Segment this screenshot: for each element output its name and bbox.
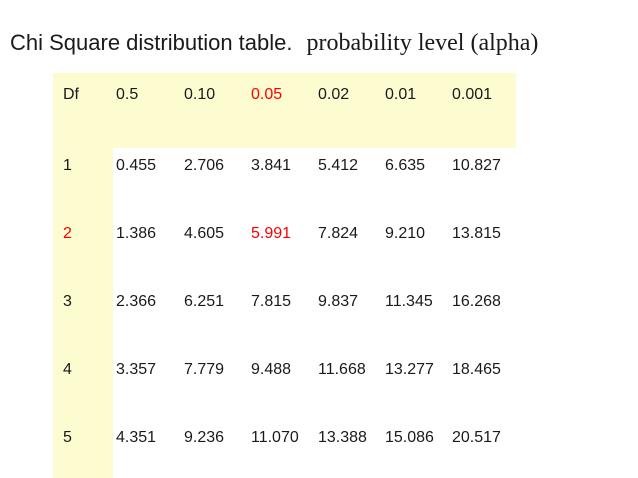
df-label: 5 (53, 420, 113, 478)
table-row: 3 2.366 6.251 7.815 9.837 11.345 16.268 (53, 284, 516, 352)
header-cell-alpha-0-05: 0.05 (248, 73, 315, 148)
df-label: 3 (53, 284, 113, 352)
cell: 4.351 (116, 429, 157, 446)
cell: 3.841 (251, 157, 292, 174)
header-cell-alpha-0-10: 0.10 (181, 73, 248, 148)
header-cell-alpha-0-02: 0.02 (315, 73, 382, 148)
table-row: 2 1.386 4.605 5.991 7.824 9.210 13.815 (53, 216, 516, 284)
cell: 5.412 (318, 157, 359, 174)
cell: 16.268 (452, 293, 501, 310)
table-row: 4 3.357 7.779 9.488 11.668 13.277 18.465 (53, 352, 516, 420)
cell: 10.827 (452, 157, 501, 174)
cell: 7.779 (184, 361, 225, 378)
cell: 13.815 (452, 225, 501, 242)
cell: 13.277 (385, 361, 434, 378)
title-main: Chi Square distribution table. (10, 30, 293, 55)
df-label: 1 (53, 148, 113, 216)
cell: 7.824 (318, 225, 359, 242)
header-cell-alpha-0-5: 0.5 (113, 73, 181, 148)
cell: 9.488 (251, 361, 292, 378)
cell: 11.668 (318, 361, 366, 378)
df-label: 4 (53, 352, 113, 420)
cell: 18.465 (452, 361, 501, 378)
cell: 1.386 (116, 225, 157, 242)
cell: 9.837 (318, 293, 359, 310)
cell: 15.086 (385, 429, 434, 446)
table-row: 1 0.455 2.706 3.841 5.412 6.635 10.827 (53, 148, 516, 216)
cell: 9.210 (385, 225, 426, 242)
cell: 11.345 (385, 293, 433, 310)
cell: 2.706 (184, 157, 225, 174)
table-row: 5 4.351 9.236 11.070 13.388 15.086 20.51… (53, 420, 516, 478)
cell: 11.070 (251, 429, 299, 446)
cell: 6.635 (385, 157, 426, 174)
header-row: Df 0.5 0.10 0.05 0.02 0.01 0.001 (53, 73, 516, 148)
cell: 9.236 (184, 429, 225, 446)
cell: 6.251 (184, 293, 225, 310)
cell: 0.455 (116, 157, 157, 174)
cell: 2.366 (116, 293, 157, 310)
cell-highlighted: 5.991 (251, 225, 292, 242)
header-cell-df: Df (53, 73, 113, 148)
header-cell-alpha-0-01: 0.01 (382, 73, 449, 148)
page-title: Chi Square distribution table. probabilit… (10, 30, 538, 57)
cell: 3.357 (116, 361, 157, 378)
cell: 4.605 (184, 225, 225, 242)
chi-square-table: Df 0.5 0.10 0.05 0.02 0.01 0.001 1 0.455… (53, 73, 516, 478)
df-label-highlighted: 2 (53, 216, 113, 284)
cell: 7.815 (251, 293, 292, 310)
header-cell-alpha-0-001: 0.001 (449, 73, 516, 148)
cell: 13.388 (318, 429, 367, 446)
title-subtitle: probability level (alpha) (306, 30, 539, 56)
cell: 20.517 (452, 429, 501, 446)
